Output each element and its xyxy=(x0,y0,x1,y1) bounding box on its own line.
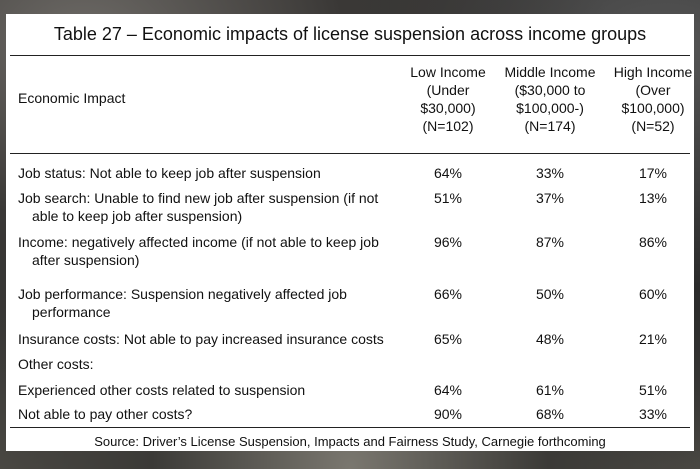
bottom-rule xyxy=(10,427,690,428)
value-middle-income: 50% xyxy=(535,286,565,302)
value-low-income: 90% xyxy=(433,406,463,422)
value-low-income: 64% xyxy=(433,382,463,398)
row-label-line: Not able to pay other costs? xyxy=(18,406,193,422)
value-low-income: 96% xyxy=(433,234,463,250)
row-label-line: Other costs: xyxy=(18,356,94,372)
row-label-line: Income: negatively affected income (if n… xyxy=(18,234,379,250)
header-line: (Over xyxy=(635,82,671,98)
value-high-income: 17% xyxy=(638,165,668,181)
value-middle-income: 33% xyxy=(535,165,565,181)
row-label: Job search: Unable to find new job after… xyxy=(18,189,390,225)
header-low-income: Low Income (Under $30,000) (N=102) xyxy=(399,63,497,135)
header-line: $100,000-) xyxy=(516,100,584,116)
header-line: ($30,000 to xyxy=(514,82,586,98)
header-rule xyxy=(10,153,690,154)
value-high-income: 51% xyxy=(638,382,668,398)
row-label-line: Job performance: Suspension negatively a… xyxy=(18,286,347,302)
row-label-continuation: performance xyxy=(32,304,111,320)
header-line: (N=102) xyxy=(422,118,474,134)
value-high-income: 21% xyxy=(638,331,668,347)
header-economic-impact: Economic Impact xyxy=(18,90,126,106)
value-high-income: 60% xyxy=(638,286,668,302)
row-label: Experienced other costs related to suspe… xyxy=(18,381,390,399)
row-label: Job status: Not able to keep job after s… xyxy=(18,164,390,182)
header-line: Low Income xyxy=(410,64,486,80)
top-rule xyxy=(10,55,690,56)
row-label-line: Job status: Not able to keep job after s… xyxy=(18,165,321,181)
row-label: Job performance: Suspension negatively a… xyxy=(18,285,390,321)
row-label: Income: negatively affected income (if n… xyxy=(18,233,390,269)
header-line: (N=52) xyxy=(631,118,675,134)
value-middle-income: 48% xyxy=(535,331,565,347)
row-label: Not able to pay other costs? xyxy=(18,405,390,423)
row-label: Insurance costs: Not able to pay increas… xyxy=(18,330,390,348)
row-label-line: Insurance costs: Not able to pay increas… xyxy=(18,331,384,347)
header-line: High Income xyxy=(613,64,693,80)
header-middle-income: Middle Income ($30,000 to $100,000-) (N=… xyxy=(501,63,599,135)
header-line: $100,000) xyxy=(621,100,685,116)
header-line: Middle Income xyxy=(504,64,596,80)
table-title: Table 27 – Economic impacts of license s… xyxy=(53,24,647,44)
value-low-income: 64% xyxy=(433,165,463,181)
header-line: $30,000) xyxy=(420,100,476,116)
row-label-line: Experienced other costs related to suspe… xyxy=(18,382,306,398)
row-label: Other costs: xyxy=(18,355,390,373)
value-middle-income: 37% xyxy=(535,190,565,206)
value-low-income: 65% xyxy=(433,331,463,347)
value-high-income: 13% xyxy=(638,190,668,206)
row-label-line: Job search: Unable to find new job after… xyxy=(18,190,379,206)
row-label-continuation: able to keep job after suspension) xyxy=(32,208,243,224)
value-high-income: 86% xyxy=(638,234,668,250)
row-label-continuation: after suspension) xyxy=(32,252,140,268)
header-line: (Under xyxy=(426,82,470,98)
value-middle-income: 68% xyxy=(535,406,565,422)
value-middle-income: 87% xyxy=(535,234,565,250)
value-high-income: 33% xyxy=(638,406,668,422)
header-high-income: High Income (Over $100,000) (N=52) xyxy=(604,63,700,135)
value-low-income: 51% xyxy=(433,190,463,206)
value-low-income: 66% xyxy=(433,286,463,302)
source-note: Source: Driver’s License Suspension, Imp… xyxy=(94,434,606,449)
value-middle-income: 61% xyxy=(535,382,565,398)
table-card: Table 27 – Economic impacts of license s… xyxy=(6,14,694,451)
header-line: (N=174) xyxy=(524,118,576,134)
